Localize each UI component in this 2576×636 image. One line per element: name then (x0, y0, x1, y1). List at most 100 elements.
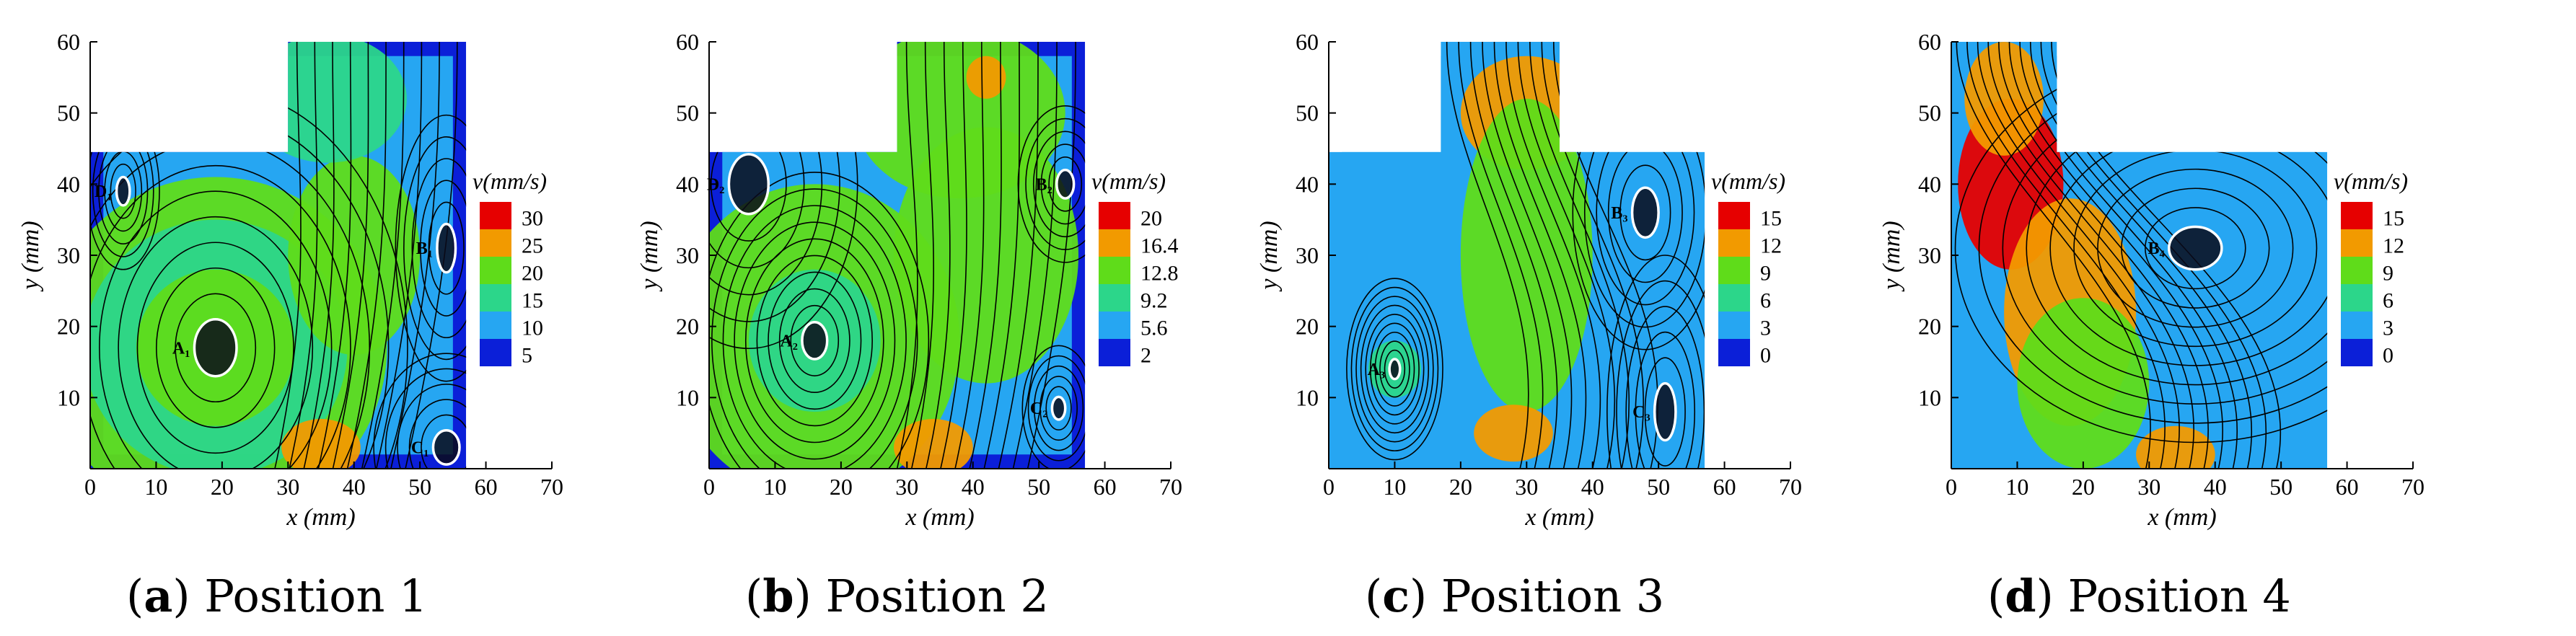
vortex-marker (2167, 225, 2223, 271)
streamline (99, 190, 333, 469)
streamline (373, 353, 467, 469)
vortex-label: C₁ (411, 438, 429, 457)
vortex-label: C₂ (1030, 399, 1048, 418)
streamline (940, 42, 967, 469)
panel-caption: (d) Position 4 (1987, 570, 2291, 622)
streamline (1379, 340, 1410, 398)
x-tick-label: 0 (84, 474, 96, 500)
streamline (397, 383, 467, 469)
y-tick-label: 20 (1918, 314, 1941, 340)
streamline (722, 205, 907, 469)
streamline (734, 221, 896, 460)
x-tick-label: 70 (1779, 474, 1802, 500)
colorbar-value: 9 (1760, 261, 1771, 285)
colorbar-value: 6 (1760, 288, 1771, 312)
colorbar-swatch (480, 312, 511, 339)
streamline (1458, 42, 1544, 469)
colorbar-swatch (480, 284, 511, 312)
y-tick-label: 30 (1296, 242, 1319, 268)
x-tick-label: 20 (1449, 474, 1472, 500)
streamline (332, 42, 369, 469)
colorbar-legend: v(mm/s) 15 12 9 6 3 0 (2334, 168, 2408, 367)
x-tick-label: 0 (1323, 474, 1335, 500)
x-tick-label: 60 (1094, 474, 1117, 500)
colorbar-swatch (1099, 339, 1130, 366)
streamline (1505, 42, 1601, 469)
streamline (411, 158, 467, 339)
panel-caption: (b) Position 2 (745, 570, 1049, 622)
x-axis-label: x (mm) (1524, 504, 1593, 531)
streamline (1346, 278, 1443, 461)
colorbar-swatch (1718, 202, 1750, 229)
streamline (384, 368, 467, 469)
vortex-marker (115, 175, 131, 207)
colorbar-swatch (480, 229, 511, 257)
y-tick-label: 40 (1296, 171, 1319, 197)
streamline (790, 304, 840, 376)
streamline (346, 42, 387, 469)
streamline (1384, 349, 1406, 389)
colorbar-swatch (1718, 339, 1750, 366)
colorbar-swatch (2341, 257, 2373, 284)
streamline (1365, 314, 1425, 425)
x-tick-label: 40 (2204, 474, 2227, 500)
vortex-label: A₃ (1368, 361, 1386, 379)
colorbar-value: 3 (2383, 316, 2393, 340)
x-tick-label: 30 (895, 474, 918, 500)
colorbar-value: 30 (522, 206, 543, 230)
streamline (1977, 42, 2180, 469)
streamline (1469, 42, 1558, 469)
vortex-marker (431, 428, 461, 466)
colorbar-swatch (1718, 229, 1750, 257)
vortex-marker (1630, 186, 1660, 239)
x-tick-label: 40 (1581, 474, 1604, 500)
streamline (1033, 365, 1084, 451)
streamlines (709, 42, 1086, 469)
x-tick-label: 70 (1159, 474, 1182, 500)
colorbar-swatch (2341, 284, 2373, 312)
vortex-label: A₂ (780, 332, 798, 350)
streamline (1635, 331, 1696, 469)
streamline (709, 172, 930, 469)
y-tick-label: 40 (676, 171, 699, 197)
vortex-label: C₃ (1632, 403, 1650, 422)
x-tick-label: 50 (2269, 474, 2293, 500)
streamline (983, 42, 1020, 469)
streamline (1517, 42, 1615, 469)
streamline (998, 42, 1039, 469)
y-tick-label: 50 (1296, 100, 1319, 126)
colorbar-title: v(mm/s) (472, 168, 547, 194)
colorbar-value: 9.2 (1140, 288, 1168, 312)
streamline (744, 238, 884, 443)
colorbar-value: 12 (1760, 234, 1782, 257)
x-axis-label: x (mm) (2147, 504, 2216, 531)
colorbar-title: v(mm/s) (2334, 168, 2408, 194)
colorbar-title: v(mm/s) (1091, 168, 1166, 194)
streamline (1040, 143, 1086, 225)
vortex-label: D₁ (94, 182, 113, 201)
vortex-marker (1055, 168, 1076, 200)
streamline (768, 271, 862, 410)
colorbar-value: 15 (522, 288, 543, 312)
streamline (361, 42, 405, 469)
colorbar-value: 3 (1760, 316, 1771, 340)
streamline (289, 42, 318, 469)
streamline (2029, 42, 2253, 469)
streamline (390, 42, 440, 469)
streamline (954, 42, 985, 469)
streamline (2019, 42, 2238, 469)
streamline (1012, 42, 1058, 469)
x-tick-label: 0 (1946, 474, 1957, 500)
streamline (1027, 42, 1076, 469)
colorbar-value: 0 (2383, 343, 2393, 367)
y-axis-label: y (mm) (17, 221, 44, 291)
colorbar-value: 9 (2383, 261, 2393, 285)
streamline (421, 414, 467, 469)
x-tick-label: 50 (1027, 474, 1050, 500)
streamline (1541, 42, 1644, 469)
colorbar-swatch (1718, 312, 1750, 339)
y-tick-label: 60 (57, 29, 80, 55)
vortex-marker (1388, 358, 1402, 381)
